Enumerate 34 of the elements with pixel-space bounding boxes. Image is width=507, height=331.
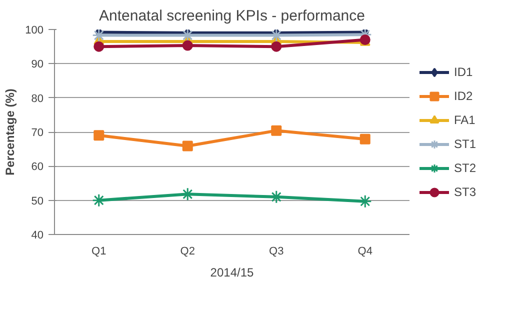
y-tick-label: 80 (31, 92, 44, 105)
y-tick-label: 100 (25, 24, 44, 36)
legend-label: ST1 (454, 136, 476, 150)
y-tick-label: 90 (31, 58, 44, 71)
legend-label: FA1 (454, 112, 476, 126)
chart-title: Antenatal screening KPIs - performance (99, 8, 365, 24)
y-tick-label: 70 (31, 127, 44, 139)
y-axis-title: Percentage (%) (3, 88, 18, 176)
legend-label: ST2 (454, 160, 476, 174)
x-tick-label: Q2 (180, 246, 195, 258)
point (271, 125, 282, 136)
point (94, 130, 104, 141)
y-tick-label: 40 (31, 230, 44, 242)
point (360, 134, 370, 144)
legend-label: ID1 (454, 64, 474, 78)
point (271, 41, 282, 52)
point (180, 30, 194, 42)
x-tick-label: Q3 (269, 246, 284, 258)
point (270, 30, 284, 42)
y-tick-label: 50 (31, 195, 44, 208)
point (180, 187, 194, 201)
legend-label: ST3 (454, 184, 476, 198)
y-tick-label: 60 (31, 161, 44, 174)
point (358, 194, 372, 208)
x-axis-title: 2014/15 (210, 266, 254, 280)
point (92, 30, 106, 42)
x-tick-label: Q1 (92, 246, 106, 258)
point (94, 41, 104, 52)
legend-label: ID2 (454, 88, 474, 102)
point (182, 140, 193, 152)
point (92, 194, 106, 208)
x-tick-label: Q4 (358, 246, 372, 258)
point (182, 40, 193, 51)
point (270, 190, 284, 204)
